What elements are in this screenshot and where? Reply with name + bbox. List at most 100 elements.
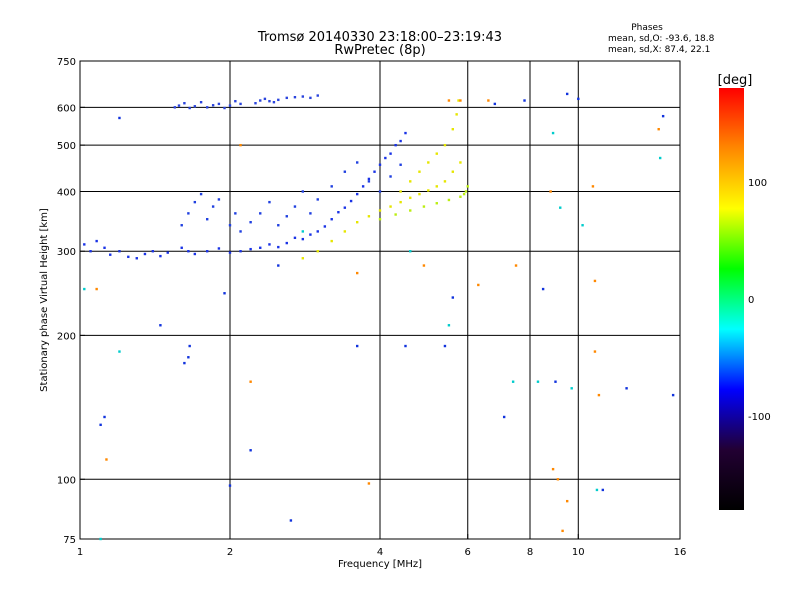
y-tick-label-500: 500 (57, 141, 76, 152)
x-tick-label-2: 2 (227, 547, 233, 558)
point-s6-2 (239, 143, 242, 147)
point-s7-1 (99, 537, 102, 541)
point-s5-12 (404, 344, 407, 348)
point-s0-38 (384, 156, 387, 160)
point-s5-5 (188, 344, 191, 348)
point-s7-3 (301, 230, 305, 233)
point-s0-33 (355, 192, 359, 196)
x-tick-label-1: 1 (77, 547, 83, 558)
point-s3-11 (427, 189, 430, 192)
point-s5-25 (493, 102, 497, 106)
point-s3-2 (330, 239, 333, 243)
point-s2-17 (272, 100, 276, 104)
point-s1-19 (330, 185, 333, 188)
x-tick-label-6: 6 (465, 547, 471, 558)
point-s2-23 (316, 94, 319, 97)
point-s0-13 (187, 250, 190, 253)
point-s0-15 (205, 250, 209, 253)
colorbar-tick-label-0: 0 (748, 295, 754, 306)
point-s6-5 (367, 482, 371, 485)
point-s0-35 (367, 177, 371, 181)
point-s0-20 (259, 246, 262, 249)
point-s0-27 (316, 230, 319, 233)
point-s3-10 (418, 192, 421, 196)
point-s0-30 (337, 211, 340, 214)
point-s0-37 (378, 163, 382, 166)
point-s7-11 (658, 156, 662, 160)
point-s7-8 (570, 387, 573, 390)
point-s5-1 (99, 423, 102, 427)
point-s1-13 (277, 224, 280, 227)
point-s2-9 (223, 106, 226, 110)
point-s7-4 (409, 250, 412, 253)
point-s2-1 (177, 104, 181, 107)
colorbar-tick-label--100: -100 (748, 412, 771, 423)
point-s3-13 (443, 180, 447, 183)
point-s6-15 (561, 529, 564, 533)
point-s2-14 (259, 99, 262, 102)
point-s2-8 (217, 102, 221, 106)
point-s3-18 (418, 170, 421, 173)
point-s1-1 (187, 212, 190, 215)
x-tick-label-16: 16 (674, 547, 687, 558)
point-s4-2 (409, 209, 412, 212)
colorbar-tick-label-100: 100 (748, 178, 767, 189)
point-s4-5 (447, 198, 451, 202)
point-s0-29 (330, 218, 333, 221)
point-s1-5 (211, 205, 215, 208)
point-s3-15 (459, 161, 462, 164)
point-s7-12 (551, 131, 555, 135)
point-s2-2 (183, 102, 186, 105)
y-tick-label-300: 300 (57, 247, 76, 258)
point-s3-6 (378, 209, 382, 212)
point-s3-20 (435, 152, 438, 155)
point-s6-18 (593, 350, 597, 353)
point-s3-21 (443, 143, 447, 147)
point-s5-16 (541, 287, 545, 291)
point-s0-12 (180, 246, 183, 249)
legend-title: Phases (631, 23, 663, 33)
point-s7-2 (118, 350, 121, 353)
point-s2-20 (293, 95, 297, 99)
point-s5-24 (228, 484, 232, 487)
point-s5-18 (565, 92, 569, 96)
point-s2-4 (193, 105, 197, 108)
point-s2-5 (199, 100, 203, 104)
point-s6-10 (487, 99, 490, 102)
point-s0-22 (277, 245, 280, 249)
point-s2-6 (205, 106, 209, 109)
point-s2-19 (285, 96, 288, 100)
point-s3-8 (399, 200, 402, 204)
point-s6-8 (459, 99, 462, 102)
y-tick-label-75: 75 (63, 535, 76, 546)
point-s1-20 (343, 170, 347, 173)
point-s6-17 (593, 279, 597, 283)
point-s0-6 (127, 255, 130, 259)
point-s0-9 (151, 250, 155, 253)
point-s3-14 (451, 170, 455, 173)
y-tick-label-200: 200 (57, 331, 76, 342)
point-s1-10 (249, 221, 252, 224)
point-s6-3 (249, 380, 252, 383)
point-s1-16 (301, 190, 305, 193)
point-s5-7 (223, 292, 226, 295)
chart-subtitle: RwPretec (8p) (334, 43, 425, 58)
point-s6-1 (105, 458, 108, 461)
y-tick-label-400: 400 (57, 187, 76, 198)
point-s2-12 (239, 102, 242, 106)
point-s1-2 (193, 200, 197, 204)
point-s7-5 (447, 324, 451, 327)
point-s2-11 (234, 99, 237, 103)
point-s5-14 (451, 296, 455, 299)
point-s5-8 (249, 449, 252, 452)
chart-title: Tromsø 20140330 23:18:00–23:19:43 (257, 30, 502, 45)
point-s3-16 (399, 190, 402, 193)
point-s0-16 (217, 247, 221, 250)
point-s3-22 (451, 127, 455, 131)
legend-line-o: mean, sd,O: -93.6, 18.8 (608, 34, 715, 44)
point-s0-19 (249, 247, 252, 251)
point-s1-9 (239, 230, 242, 233)
point-s1-12 (268, 200, 271, 204)
colorbar (719, 88, 744, 510)
